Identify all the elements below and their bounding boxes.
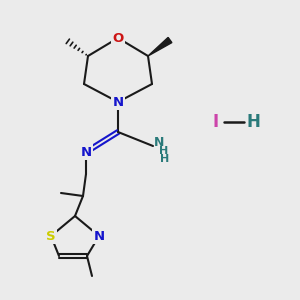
Text: N: N <box>80 146 92 158</box>
Text: H: H <box>246 113 260 131</box>
Polygon shape <box>148 38 172 56</box>
Text: N: N <box>112 95 124 109</box>
Text: O: O <box>112 32 124 44</box>
Text: H: H <box>160 154 169 164</box>
Text: H: H <box>159 146 168 156</box>
Text: I: I <box>213 113 219 131</box>
Text: N: N <box>154 136 164 148</box>
Text: N: N <box>93 230 105 242</box>
Text: S: S <box>46 230 56 242</box>
